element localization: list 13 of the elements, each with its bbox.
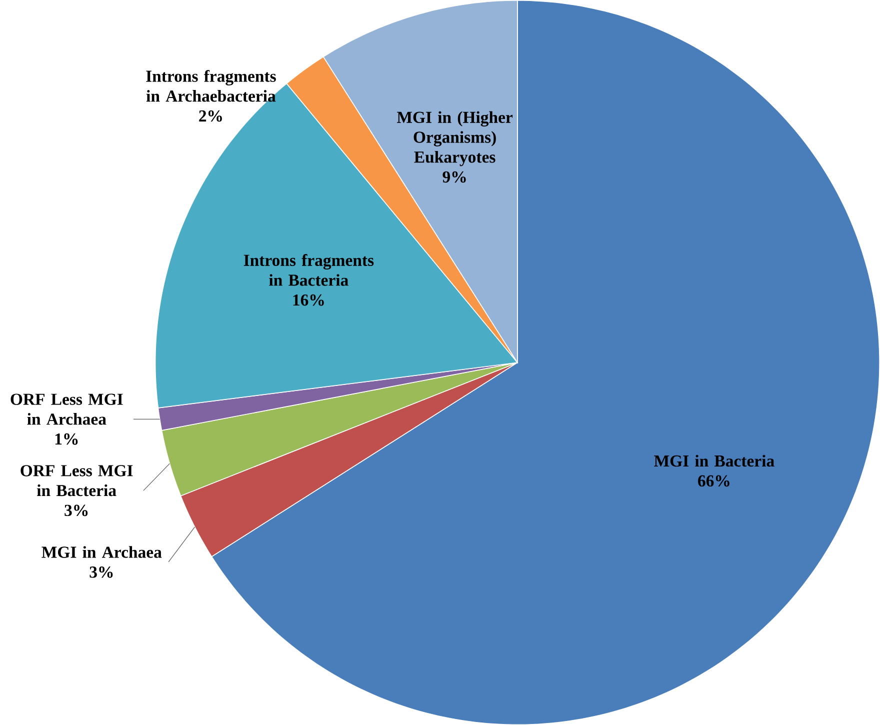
- data-label: 3%: [90, 566, 113, 578]
- slice-label: ORF Less MGI in Archaea: [10, 394, 123, 425]
- data-label: 3%: [64, 504, 88, 516]
- data-label: 2%: [199, 110, 222, 122]
- slice-label: MGI in (Higher Organisms) Eukaryotes: [396, 111, 513, 166]
- slice-label: MGI in Archaea: [42, 546, 162, 558]
- data-label: 1%: [55, 433, 78, 445]
- slice-label: ORF Less MGI in Bacteria: [20, 465, 133, 496]
- data-label: 66%: [698, 475, 730, 487]
- slice-label: Introns fragments in Bacteria: [244, 254, 374, 286]
- data-label: 9%: [442, 171, 466, 183]
- data-label: 16%: [293, 294, 324, 306]
- slice-label: MGI in Bacteria: [654, 454, 774, 467]
